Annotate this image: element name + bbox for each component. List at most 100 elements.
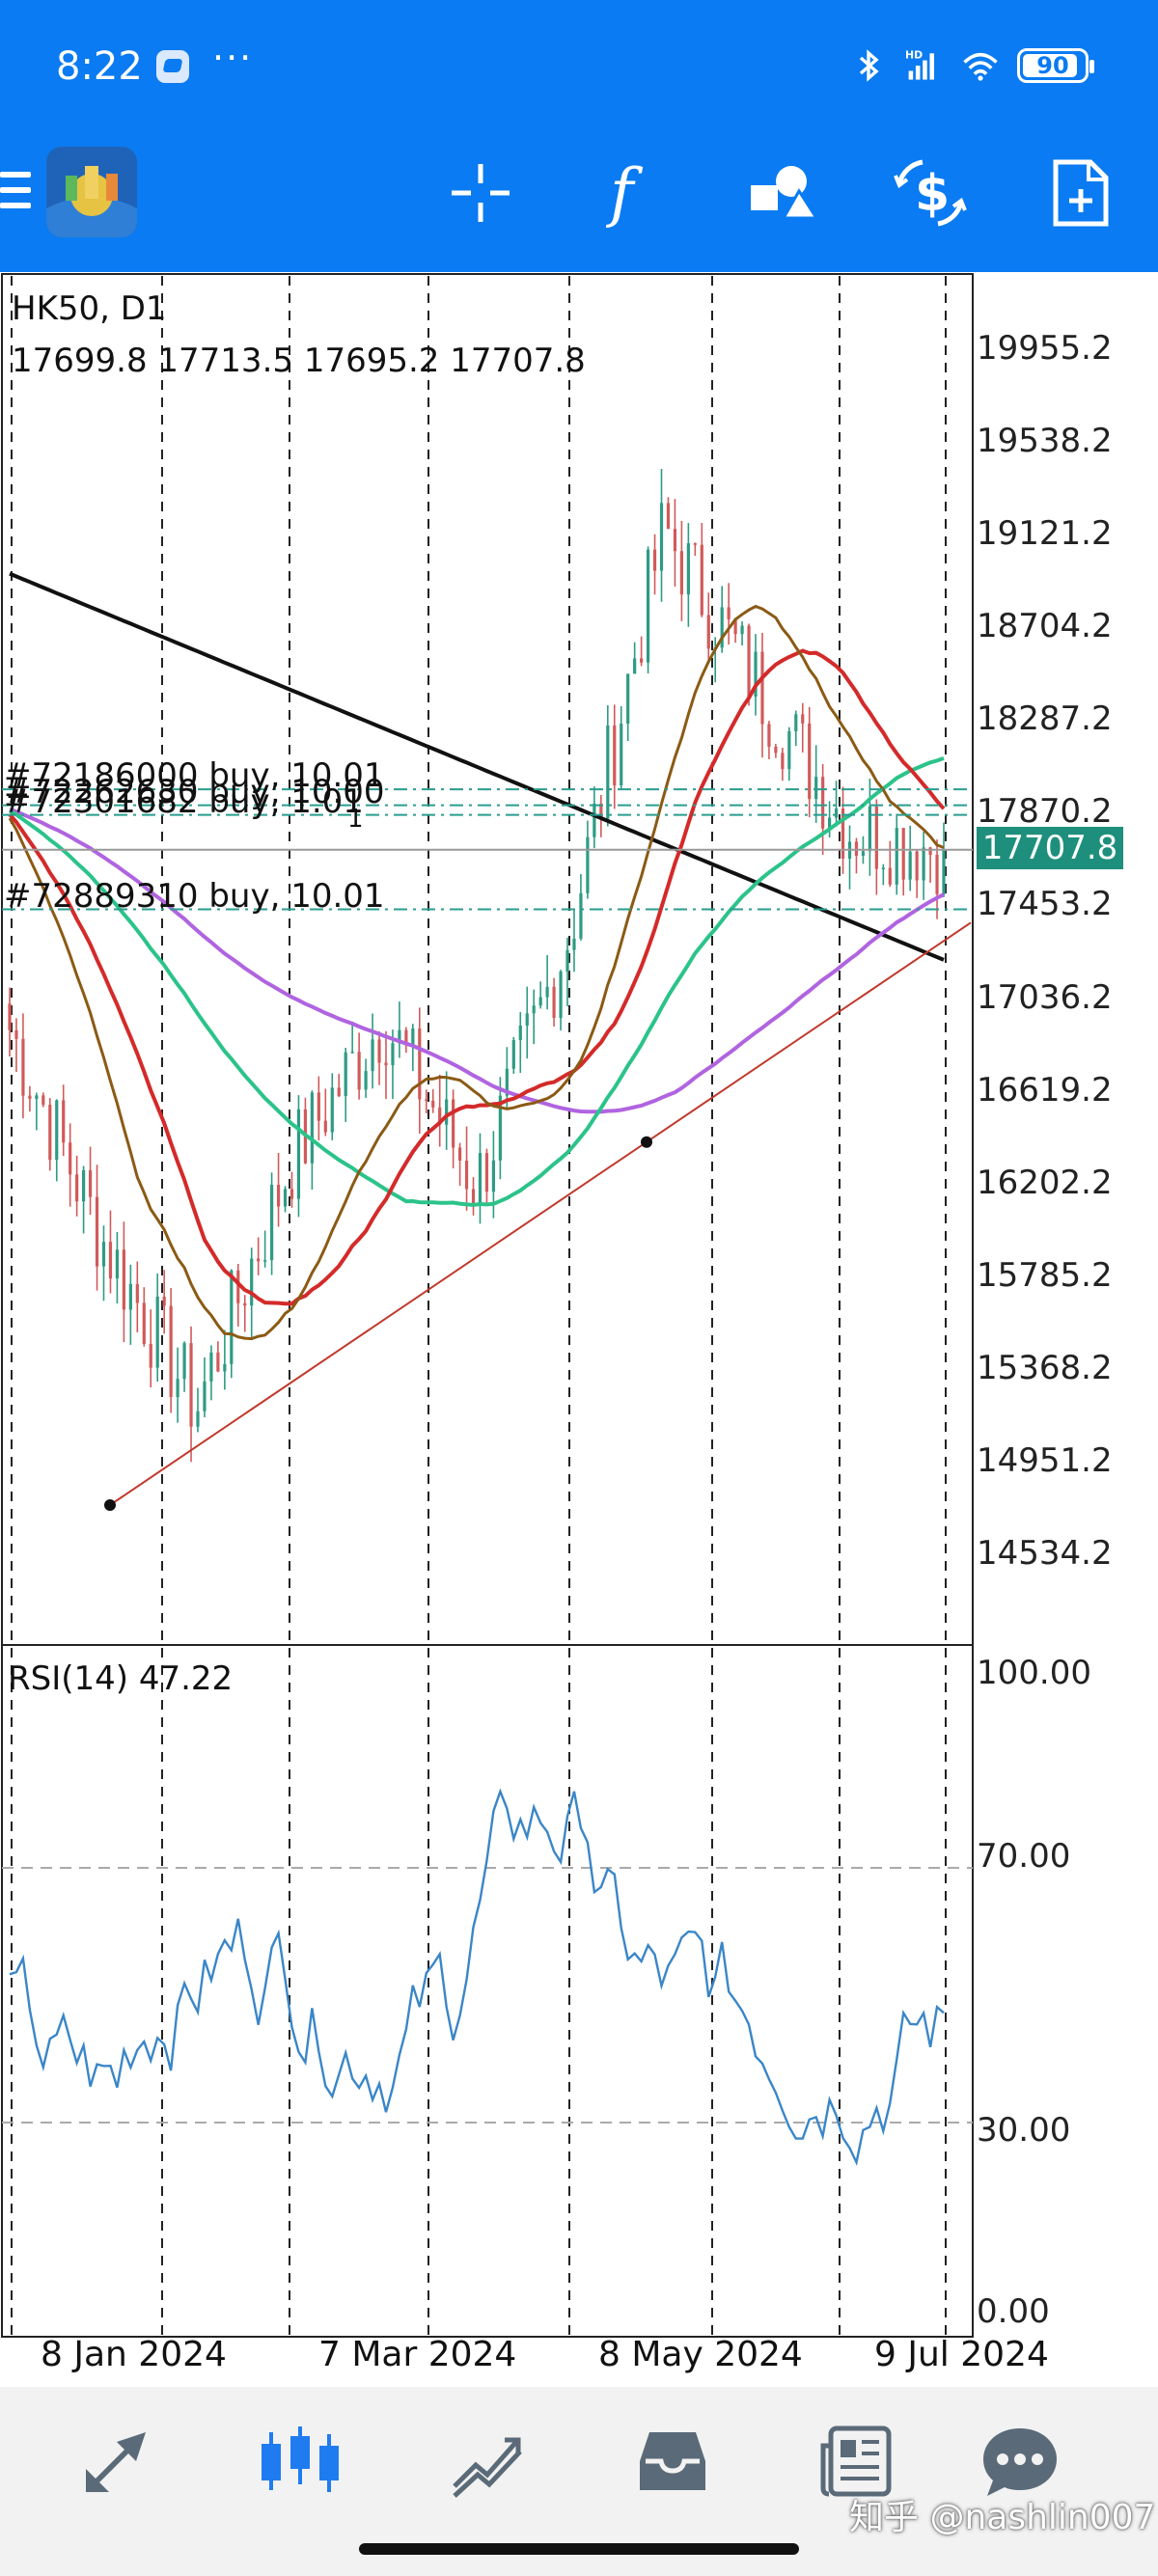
candle-body xyxy=(606,725,610,819)
battery-fill xyxy=(1023,54,1077,77)
ma-line-black xyxy=(9,571,945,962)
candle-body xyxy=(646,549,650,663)
wifi-icon xyxy=(963,52,998,81)
candle-body xyxy=(95,1196,99,1267)
candle-body xyxy=(626,673,630,725)
candle-body xyxy=(781,753,785,770)
candle-body xyxy=(8,1003,12,1030)
candle-body xyxy=(652,549,657,571)
candle-body xyxy=(350,1052,354,1054)
candle-body xyxy=(484,1153,489,1192)
candle-body xyxy=(464,1160,469,1190)
price-chart[interactable] xyxy=(0,272,1158,2395)
order-tag: 1 xyxy=(347,805,364,834)
candle-body xyxy=(377,1039,381,1063)
candle-body xyxy=(257,1258,261,1262)
candle-body xyxy=(874,806,878,869)
menu-icon[interactable] xyxy=(0,172,31,212)
candle-body xyxy=(491,1160,496,1192)
signal-icon: HD xyxy=(905,49,934,80)
candle-body xyxy=(337,1087,341,1097)
candle-body xyxy=(834,808,839,818)
candle-body xyxy=(317,1092,320,1121)
new-order-icon[interactable] xyxy=(1042,154,1119,232)
chart-icon[interactable] xyxy=(259,2420,342,2503)
date-label: 9 Jul 2024 xyxy=(874,2335,1049,2374)
candle-body xyxy=(48,1105,52,1161)
candle-body xyxy=(572,938,576,950)
order-label[interactable]: #72301682 buy, 1.01 xyxy=(4,781,364,821)
objects-icon[interactable] xyxy=(745,154,822,232)
trade-icon[interactable]: $ xyxy=(892,154,969,232)
candle-body xyxy=(41,1095,45,1106)
candle-body xyxy=(895,828,898,885)
candle-body xyxy=(28,1095,32,1099)
candle-body xyxy=(155,1297,159,1368)
candle-body xyxy=(14,1029,18,1039)
price-axis-label: 17453.2 xyxy=(977,885,1113,924)
candle-body xyxy=(814,777,818,800)
candle-body xyxy=(559,971,563,1019)
candle-body xyxy=(223,1363,227,1372)
chart-area[interactable] xyxy=(0,272,975,2395)
order-label[interactable]: #72262630 buy, 10.00 xyxy=(4,772,385,811)
watermark: 知乎 @nashlin007 xyxy=(849,2498,1156,2537)
candle-body xyxy=(613,725,617,786)
rsi-label: RSI(14) 47.22 xyxy=(8,1659,234,1698)
candle-body xyxy=(915,851,919,881)
candle-body xyxy=(518,1025,522,1041)
candle-body xyxy=(384,1062,388,1066)
date-label: 7 Mar 2024 xyxy=(318,2335,517,2374)
candle-body xyxy=(740,625,744,635)
candle-body xyxy=(552,986,556,1019)
date-label: 8 May 2024 xyxy=(598,2335,803,2374)
bluetooth-icon xyxy=(859,49,879,82)
candle-body xyxy=(101,1242,106,1267)
indicators-icon[interactable]: f xyxy=(591,154,668,232)
price-axis-label: 18704.2 xyxy=(977,607,1113,646)
candle-body xyxy=(908,851,912,880)
candle-body xyxy=(727,607,731,619)
crosshair-icon[interactable] xyxy=(442,154,519,232)
trend-point xyxy=(641,1136,652,1148)
svg-text:$: $ xyxy=(915,165,950,223)
status-time: 8:22 xyxy=(56,44,143,89)
chart-symbol: HK50, D1 xyxy=(12,289,167,328)
candle-body xyxy=(330,1087,334,1133)
candle-body xyxy=(176,1379,179,1398)
date-label: 8 Jan 2024 xyxy=(41,2335,227,2374)
rsi-level-30: 30.00 xyxy=(977,2111,1071,2150)
candle-body xyxy=(203,1381,207,1411)
candle-body xyxy=(942,849,946,894)
chat-icon[interactable] xyxy=(979,2420,1062,2503)
candle-body xyxy=(767,724,771,747)
news-icon[interactable] xyxy=(814,2420,897,2503)
quotes-icon[interactable] xyxy=(75,2420,158,2503)
candle-body xyxy=(593,803,596,837)
candle-body xyxy=(808,723,812,800)
candle-body xyxy=(135,1283,139,1303)
order-label[interactable]: #72889310 buy, 10.01 xyxy=(4,876,385,916)
history-icon[interactable] xyxy=(631,2420,714,2503)
candle-body xyxy=(901,828,905,880)
candle-body xyxy=(276,1184,281,1207)
candle-body xyxy=(296,1109,301,1199)
candle-body xyxy=(706,615,710,649)
candle-body xyxy=(283,1189,288,1207)
home-indicator[interactable] xyxy=(359,2543,799,2555)
rsi-level-100: 100.00 xyxy=(977,1654,1091,1692)
candle-body xyxy=(586,836,590,893)
candle-body xyxy=(881,867,885,870)
candle-body xyxy=(794,714,798,731)
candle-body xyxy=(236,1270,240,1303)
candle-body xyxy=(565,949,569,972)
candle-body xyxy=(209,1352,213,1382)
candle-body xyxy=(511,1040,515,1069)
candle-body xyxy=(196,1411,200,1427)
candle-body xyxy=(323,1120,327,1133)
candle-body xyxy=(243,1302,247,1306)
candle-body xyxy=(666,503,671,530)
order-label[interactable]: #72186000 buy, 10.01 xyxy=(4,756,385,796)
trade-nav-icon[interactable] xyxy=(446,2420,529,2503)
candle-body xyxy=(250,1258,254,1306)
